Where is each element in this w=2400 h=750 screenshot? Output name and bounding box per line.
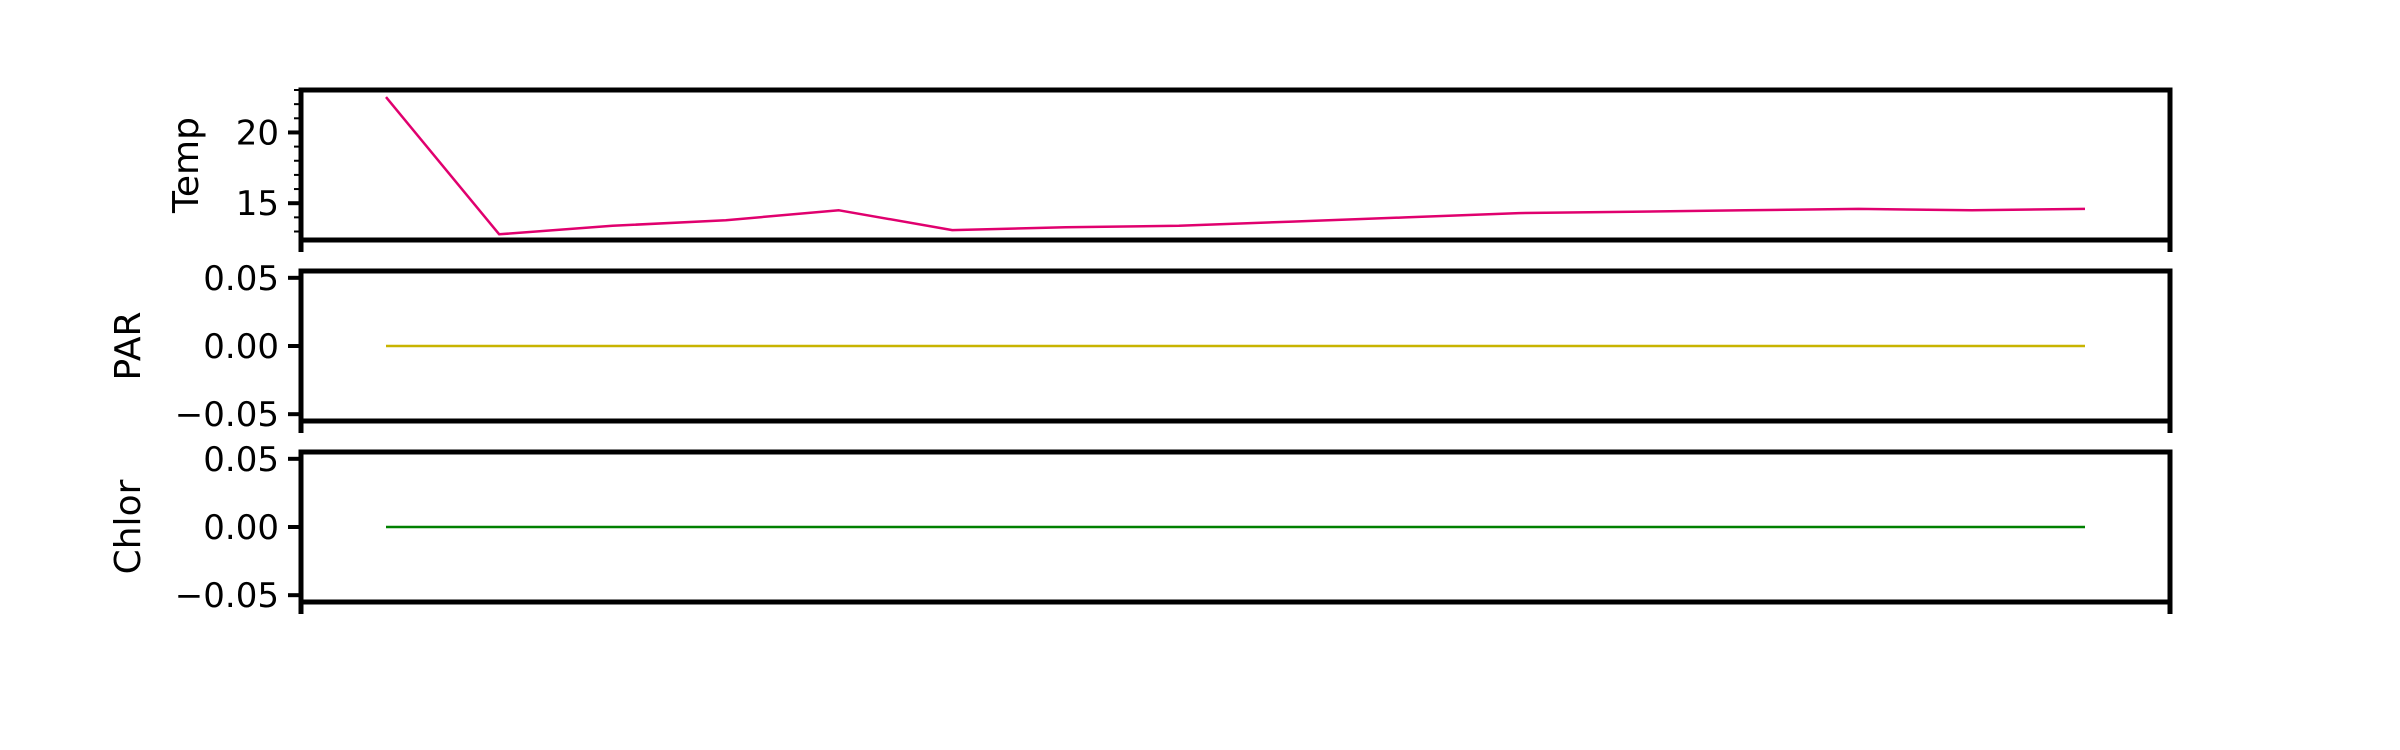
par-y-axis-label: PAR [108,311,149,380]
par-y-tick-label-2: 0.05 [203,259,279,299]
par-y-tick-label-1: 0.00 [203,327,279,367]
temp-y-tick-label-1: 20 [236,113,279,153]
par-panel: −0.05 0.00 0.05 PAR [108,259,2173,435]
temp-y-axis-label: Temp [166,117,207,214]
temp-panel: 15 20 Temp [166,87,2173,252]
chlor-y-tick-label-2: 0.05 [203,440,279,480]
chlor-y-tick-label-1: 0.00 [203,508,279,548]
temp-y-tick-label-0: 15 [236,184,279,224]
chlor-y-axis-label: Chlor [108,479,149,574]
chlor-panel: −0.05 0.00 0.05 Chlor [108,440,2173,616]
par-y-tick-label-0: −0.05 [175,395,279,435]
temp-series-line [385,96,2086,236]
chlor-y-tick-label-0: −0.05 [175,576,279,616]
temp-axes-frame [298,87,2173,243]
